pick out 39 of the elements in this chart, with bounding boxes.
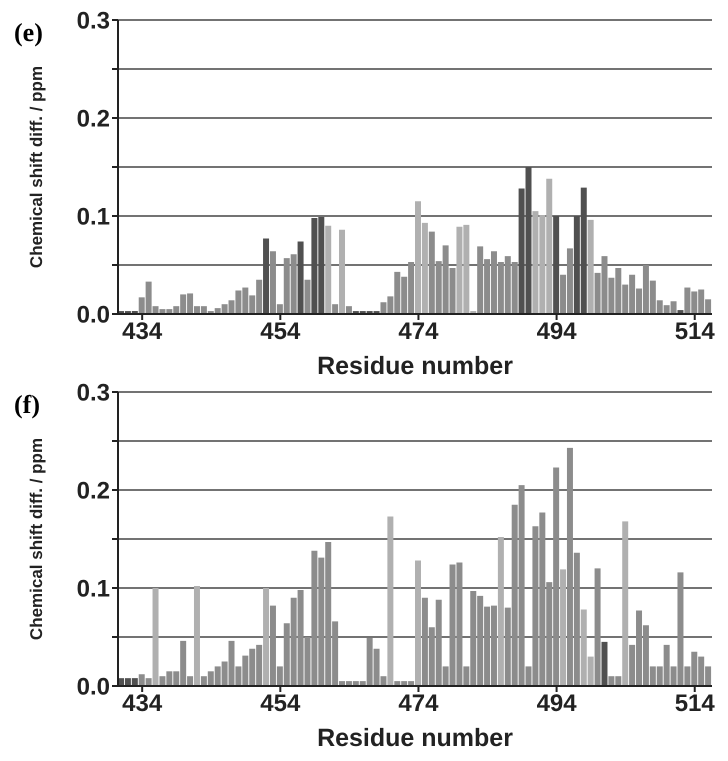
bar (325, 226, 332, 314)
bar (387, 516, 394, 686)
bar (601, 642, 608, 686)
y-tick-label: 0.1 (76, 204, 110, 231)
x-tick-label: 494 (536, 690, 578, 718)
bar (560, 569, 566, 686)
x-tick-label: 514 (674, 318, 716, 346)
x-tick-label: 474 (398, 318, 440, 346)
bar (498, 537, 504, 686)
x-tick-label: 434 (122, 318, 163, 346)
y-tick-label: 0.2 (76, 478, 110, 505)
chart-title: (e) (14, 18, 43, 48)
bar (263, 588, 270, 686)
y-axis-title: Chemical shift diff. / ppm (27, 438, 46, 640)
bar (339, 230, 346, 314)
x-tick-label: 454 (260, 318, 301, 346)
bar (332, 304, 338, 314)
x-tick-label: 474 (398, 690, 440, 718)
x-tick-label: 454 (260, 690, 301, 718)
y-tick-label: 0.2 (76, 106, 110, 133)
x-axis-title: Residue number (317, 352, 514, 380)
y-tick-label: 0.3 (76, 8, 110, 35)
x-axis-title: Residue number (317, 724, 514, 752)
x-tick-label: 494 (536, 318, 578, 346)
chart-title: (f) (14, 390, 40, 420)
y-tick-label: 0.0 (76, 674, 110, 701)
bar (415, 560, 421, 686)
y-tick-label: 0.1 (76, 576, 110, 603)
x-tick-label: 434 (122, 690, 163, 718)
bar (588, 220, 594, 314)
bar (152, 588, 159, 686)
bar (194, 586, 200, 686)
bar (594, 568, 601, 686)
bar (622, 521, 628, 686)
y-tick-label: 0.3 (76, 380, 110, 407)
x-tick-label: 514 (674, 690, 716, 718)
y-tick-label: 0.0 (76, 302, 110, 329)
y-axis-title: Chemical shift diff. / ppm (27, 66, 46, 268)
bar (304, 280, 310, 314)
